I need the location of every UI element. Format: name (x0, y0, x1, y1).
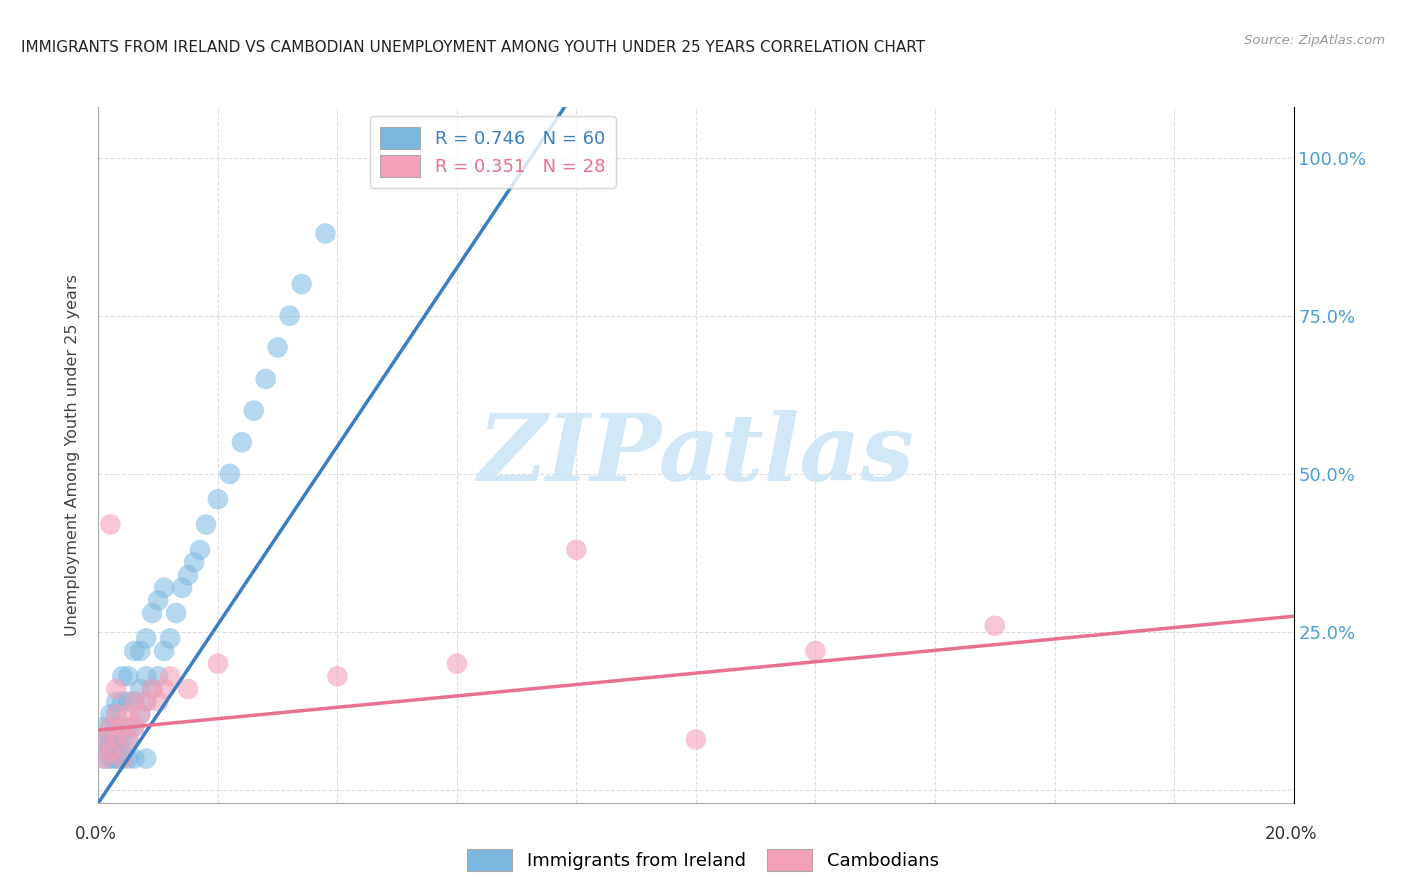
Point (93, 732, 115, 747)
Point (159, 669, 181, 683)
Point (153, 681, 176, 696)
Point (207, 492, 229, 507)
Point (93, 751, 115, 765)
Point (117, 732, 139, 747)
Point (98, 732, 122, 747)
Point (98, 751, 122, 765)
Point (565, 542, 588, 557)
Point (105, 739, 128, 753)
Point (98, 739, 122, 753)
Point (93, 720, 115, 734)
Point (135, 751, 157, 765)
Point (172, 581, 194, 595)
Point (105, 732, 128, 747)
Point (141, 681, 163, 696)
Point (148, 669, 170, 683)
Point (291, 277, 314, 292)
Point (804, 644, 827, 658)
Point (124, 695, 146, 709)
Point (243, 403, 266, 417)
Point (183, 556, 205, 570)
Point (685, 732, 707, 747)
Point (93, 751, 115, 765)
Point (117, 695, 139, 709)
Point (117, 669, 139, 683)
Point (153, 581, 176, 595)
Point (124, 720, 146, 734)
Point (111, 732, 134, 747)
Legend: Immigrants from Ireland, Cambodians: Immigrants from Ireland, Cambodians (460, 842, 946, 879)
Point (148, 695, 170, 709)
Point (267, 340, 290, 354)
Point (141, 606, 163, 620)
Point (98, 720, 122, 734)
Point (111, 720, 134, 734)
Point (129, 644, 152, 658)
Point (135, 695, 157, 709)
Point (195, 517, 218, 532)
Point (135, 695, 157, 709)
Point (117, 707, 139, 722)
Point (98, 517, 122, 532)
Point (135, 632, 157, 646)
Point (254, 372, 277, 386)
Point (315, 227, 337, 241)
Text: ZIPatlas: ZIPatlas (478, 410, 914, 500)
Text: 0.0%: 0.0% (75, 825, 117, 843)
Point (984, 618, 1007, 632)
Point (93, 732, 115, 747)
Point (153, 644, 176, 658)
Point (111, 751, 134, 765)
Point (326, 669, 349, 683)
Point (105, 751, 128, 765)
Point (111, 695, 134, 709)
Point (105, 681, 128, 696)
Point (129, 707, 152, 722)
Point (111, 751, 134, 765)
Point (129, 707, 152, 722)
Text: 20.0%: 20.0% (1264, 825, 1317, 843)
Point (124, 720, 146, 734)
Point (135, 669, 157, 683)
Point (159, 632, 181, 646)
Point (446, 657, 468, 671)
Point (278, 309, 301, 323)
Point (117, 720, 139, 734)
Point (231, 435, 253, 450)
Point (105, 732, 128, 747)
Point (98, 745, 122, 759)
Text: IMMIGRANTS FROM IRELAND VS CAMBODIAN UNEMPLOYMENT AMONG YOUTH UNDER 25 YEARS COR: IMMIGRANTS FROM IRELAND VS CAMBODIAN UNE… (21, 40, 925, 55)
Y-axis label: Unemployment Among Youth under 25 years: Unemployment Among Youth under 25 years (65, 274, 80, 636)
Point (124, 644, 146, 658)
Point (129, 681, 152, 696)
Point (124, 751, 146, 765)
Point (148, 593, 170, 607)
Text: Source: ZipAtlas.com: Source: ZipAtlas.com (1244, 34, 1385, 47)
Point (105, 751, 128, 765)
Point (105, 695, 128, 709)
Point (207, 657, 229, 671)
Point (98, 751, 122, 765)
Point (219, 467, 242, 481)
Legend: R = 0.746   N = 60, R = 0.351   N = 28: R = 0.746 N = 60, R = 0.351 N = 28 (370, 116, 616, 188)
Point (177, 681, 200, 696)
Point (98, 720, 122, 734)
Point (117, 751, 139, 765)
Point (111, 720, 134, 734)
Point (105, 707, 128, 722)
Point (117, 732, 139, 747)
Point (105, 707, 128, 722)
Point (105, 720, 128, 734)
Point (98, 707, 122, 722)
Point (111, 669, 134, 683)
Point (177, 568, 200, 582)
Point (141, 681, 163, 696)
Point (124, 695, 146, 709)
Point (93, 739, 115, 753)
Point (188, 542, 211, 557)
Point (165, 606, 187, 620)
